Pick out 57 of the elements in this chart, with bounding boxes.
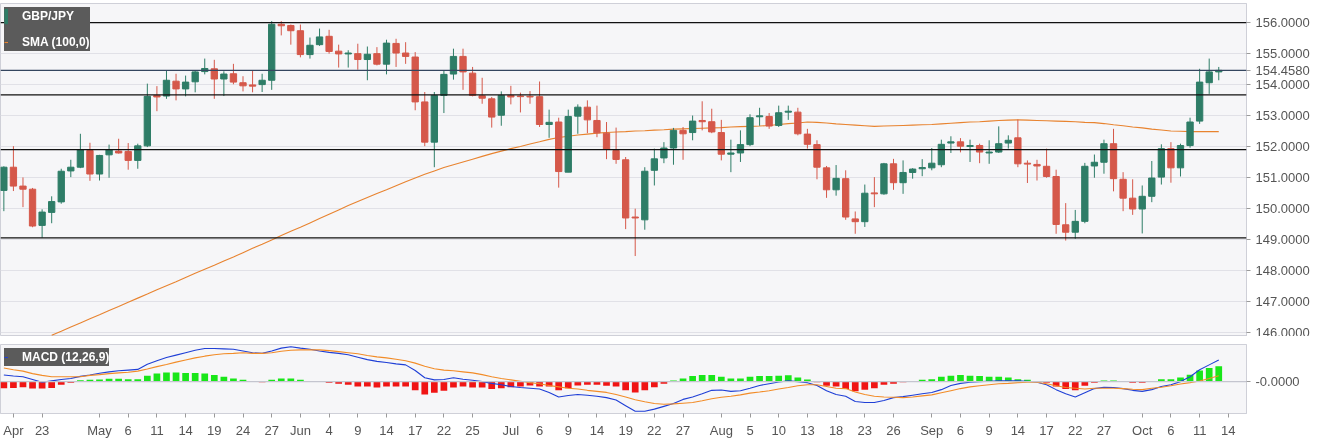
y-tick-label: 146.0000	[1255, 324, 1310, 340]
x-tick-label: 22	[647, 422, 662, 438]
x-tick-label: 6	[956, 422, 965, 438]
x-tick-label: 14	[589, 422, 605, 438]
legend-label: MACD (12,26,9)	[22, 350, 110, 364]
y-tick-label: 151.0000	[1255, 169, 1310, 185]
x-tick-label: 23	[857, 422, 873, 438]
x-tick-label: 10	[771, 422, 786, 438]
y-tick-label: 154.0000	[1255, 77, 1310, 93]
y-tick-label: 149.0000	[1255, 231, 1310, 247]
x-tick-label: 27	[675, 422, 691, 438]
x-tick-label: 25	[465, 422, 480, 438]
x-tick-label: Jun	[289, 422, 311, 438]
x-tick-label: 22	[436, 422, 452, 438]
y-tick-label: 156.0000	[1255, 15, 1310, 31]
x-tick-label: 24	[235, 422, 251, 438]
x-tick-label: 13	[800, 422, 815, 438]
x-tick-label: Jul	[502, 422, 520, 438]
x-tick-label: 14	[379, 422, 394, 438]
x-tick-label: 6	[535, 422, 544, 438]
x-tick-label: 11	[1192, 422, 1207, 438]
ref-line-label: 154.4580	[1255, 62, 1310, 78]
ref-line-label: -0.0000	[1255, 374, 1300, 390]
x-tick-label: 17	[1039, 422, 1054, 438]
x-tick-label: 9	[354, 422, 362, 438]
y-tick-label: 148.0000	[1255, 262, 1310, 278]
y-tick-label: 155.0000	[1255, 46, 1310, 62]
x-tick-label: 17	[407, 422, 423, 438]
x-tick-label: 27	[1096, 422, 1112, 438]
x-tick-label: 9	[564, 422, 572, 438]
x-tick-label: 9	[985, 422, 993, 438]
y-tick-label: 147.0000	[1255, 293, 1310, 309]
x-tick-label: 4	[325, 422, 333, 438]
x-tick-label: 5	[746, 422, 754, 438]
x-tick-label: 11	[150, 422, 164, 438]
y-tick-label: 150.0000	[1255, 200, 1310, 216]
x-tick-label: 14	[1221, 422, 1236, 438]
legend-label: SMA (100,0)	[22, 35, 90, 49]
x-tick-label: 14	[1010, 422, 1026, 438]
x-tick-label: 14	[178, 422, 193, 438]
x-tick-label: 6	[1167, 422, 1175, 438]
x-tick-label: Apr	[3, 422, 25, 438]
x-tick-label: 6	[124, 422, 132, 438]
x-tick-label: 18	[828, 422, 844, 438]
x-tick-label: Aug	[709, 422, 733, 438]
x-tick-label: 27	[264, 422, 279, 438]
y-tick-label: 152.0000	[1255, 138, 1310, 154]
x-tick-label: Oct	[1132, 422, 1153, 438]
x-tick-label: 26	[886, 422, 901, 438]
x-tick-label: Sep	[920, 422, 944, 438]
x-tick-label: 19	[207, 422, 222, 438]
legend-label: GBP/JPY	[22, 9, 75, 23]
x-tick-label: May	[87, 422, 113, 438]
x-tick-label: 23	[34, 422, 50, 438]
x-tick-label: 22	[1068, 422, 1083, 438]
y-tick-label: 153.0000	[1255, 108, 1310, 124]
x-tick-label: 19	[618, 422, 633, 438]
